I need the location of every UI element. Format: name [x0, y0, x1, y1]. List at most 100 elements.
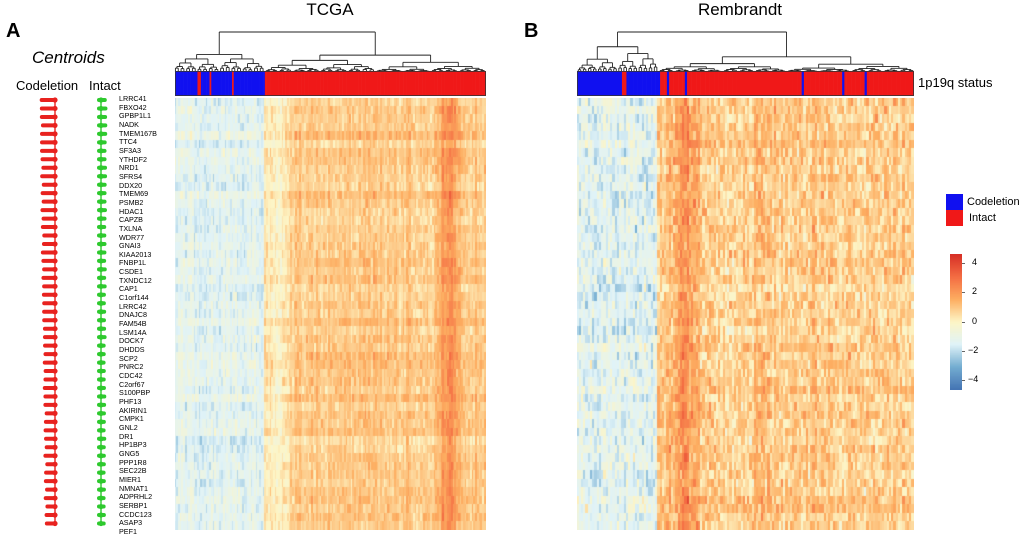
status-cell: [900, 71, 904, 96]
status-cell: [194, 71, 197, 96]
codeletion-centroid-point: [52, 224, 58, 230]
status-cell: [254, 71, 257, 96]
gene-label: FNBP1L: [119, 258, 147, 268]
intact-centroid-point: [98, 419, 104, 425]
status-cell: [287, 71, 290, 96]
codeletion-centroid-point: [52, 199, 58, 205]
gene-label-list: LRRC41 FBXO42 GPBP1L1 NADK TMEM167B TTC4 SF3A3…: [119, 94, 171, 536]
status-cell: [428, 71, 432, 96]
codeletion-centroid-point: [52, 139, 58, 145]
status-cell: [389, 71, 392, 96]
intact-centroid-point: [98, 351, 104, 357]
gene-label: PPP1R8: [119, 457, 147, 467]
intact-centroid-point: [98, 173, 104, 179]
status-cell: [323, 71, 326, 96]
status-cell: [358, 71, 361, 96]
color-scale-tick-mark: [962, 321, 965, 323]
status-cell: [427, 71, 430, 96]
status-cell: [190, 71, 193, 96]
status-cell: [664, 71, 668, 96]
status-cell: [651, 71, 654, 96]
status-cell: [365, 71, 368, 96]
status-cell: [709, 71, 713, 96]
intact-centroid-point: [98, 131, 104, 137]
codeletion-centroid-point: [52, 292, 58, 298]
status-cell: [401, 71, 404, 96]
intact-centroid-point: [98, 503, 104, 510]
status-cell: [200, 71, 203, 96]
intact-centroid-point: [98, 410, 104, 416]
codeletion-centroid-point: [52, 402, 58, 408]
codeletion-centroid-point: [52, 444, 58, 450]
status-cell: [290, 71, 293, 96]
tcga-title: TCGA: [306, 0, 354, 19]
intact-centroid-point: [98, 470, 104, 476]
intact-centroid-point: [98, 487, 104, 493]
status-cell: [862, 71, 865, 96]
color-scale-tick-mark: [962, 262, 965, 264]
status-cell: [790, 71, 793, 96]
codeletion-centroid-point: [52, 241, 58, 247]
status-cell: [434, 71, 437, 96]
status-cell: [416, 71, 419, 96]
status-cell: [657, 71, 661, 96]
gene-label: FBXO42: [119, 102, 147, 112]
status-cell: [851, 71, 854, 96]
status-cell: [774, 71, 778, 96]
status-cell: [610, 71, 614, 96]
intact-centroid-point: [98, 453, 104, 459]
status-cell: [837, 71, 841, 96]
status-cell: [871, 71, 874, 96]
status-cell: [294, 71, 297, 96]
status-cell: [758, 71, 762, 96]
status-cell: [635, 71, 638, 96]
status-cell: [637, 71, 641, 96]
status-cell: [370, 71, 373, 96]
gene-label: CAPZB: [119, 215, 143, 225]
status-cell: [289, 71, 292, 96]
status-cell: [639, 71, 643, 96]
status-cell: [853, 71, 856, 96]
status-cell: [743, 71, 746, 96]
status-cell: [380, 71, 383, 96]
status-cell: [799, 71, 802, 96]
status-cell: [475, 71, 478, 96]
gene-label: MIER1: [119, 474, 141, 484]
gene-label: DNAJC8: [119, 310, 147, 320]
status-cell: [698, 71, 701, 96]
status-cell: [669, 71, 672, 96]
status-cell: [409, 71, 413, 96]
intact-centroid-point: [98, 359, 104, 366]
codeletion-centroid-point: [52, 97, 58, 103]
status-cell: [446, 71, 449, 96]
status-cell: [283, 71, 286, 96]
status-cell: [188, 71, 191, 96]
gene-label: S100PBP: [119, 388, 151, 398]
status-cell: [368, 71, 371, 96]
status-cell: [911, 71, 914, 96]
gene-label: CMPK1: [119, 414, 144, 424]
status-cell: [653, 71, 656, 96]
codeletion-centroid-point: [52, 351, 58, 357]
status-cell: [352, 71, 355, 96]
gene-label: SF3A3: [119, 145, 141, 155]
codeletion-centroid-point: [52, 470, 58, 476]
legend-intact-swatch: [946, 210, 963, 226]
status-cell: [463, 71, 466, 96]
status-cell: [366, 71, 369, 96]
status-cell: [875, 71, 879, 96]
intact-centroid-point: [98, 292, 104, 298]
codeletion-centroid-point: [52, 520, 58, 527]
status-cell: [252, 71, 255, 96]
codeletion-centroid-point: [52, 114, 58, 120]
gene-label: DDX20: [119, 180, 143, 190]
status-cell: [415, 71, 418, 96]
status-cell: [747, 71, 751, 96]
status-cell: [678, 71, 681, 96]
status-cell: [830, 71, 834, 96]
intact-centroid-point: [98, 266, 104, 272]
status-cell: [375, 71, 378, 96]
status-cell: [418, 71, 421, 96]
color-scale-tick-mark: [962, 380, 965, 382]
status-cell: [347, 71, 350, 96]
